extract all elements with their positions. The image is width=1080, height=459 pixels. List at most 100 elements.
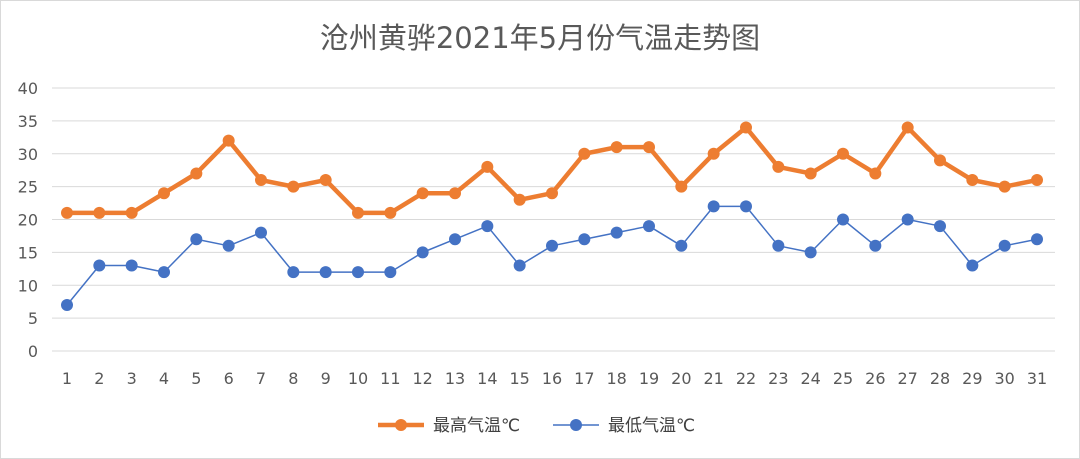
legend-marker (570, 419, 582, 431)
x-tick-label: 17 (574, 369, 594, 388)
data-point (190, 233, 203, 246)
x-tick-label: 29 (962, 369, 982, 388)
x-tick-label: 10 (348, 369, 368, 388)
x-tick-label: 20 (671, 369, 691, 388)
data-point (158, 187, 170, 200)
data-point (190, 167, 203, 180)
x-tick-label: 7 (256, 369, 266, 388)
x-tick-label: 22 (736, 369, 756, 388)
data-point (707, 200, 720, 213)
data-point (578, 147, 591, 160)
x-tick-label: 23 (768, 369, 788, 388)
x-tick-label: 9 (321, 369, 331, 388)
series-group (61, 121, 1043, 311)
y-tick-label: 25 (18, 178, 38, 197)
data-point (998, 239, 1011, 252)
data-point (740, 200, 752, 213)
y-tick-label: 0 (28, 342, 38, 361)
data-point (384, 266, 397, 279)
data-point (837, 213, 849, 226)
legend-label: 最高气温℃ (433, 416, 520, 436)
y-axis-ticks: 0 5 10 15 20 25 30 35 40 (18, 79, 38, 361)
x-tick-label: 31 (1027, 369, 1047, 388)
data-point (352, 266, 364, 279)
x-tick-label: 27 (897, 369, 917, 388)
data-point (352, 206, 364, 219)
x-tick-label: 25 (833, 369, 853, 388)
data-point (643, 141, 655, 154)
x-tick-label: 3 (127, 369, 137, 388)
data-point (901, 121, 914, 134)
x-tick-label: 16 (542, 369, 562, 388)
x-tick-label: 21 (703, 369, 723, 388)
y-tick-label: 40 (18, 79, 38, 98)
data-point (449, 233, 461, 246)
data-point (449, 187, 461, 200)
x-tick-label: 28 (930, 369, 950, 388)
legend: 最高气温℃ 最低气温℃ (378, 416, 695, 436)
data-point (416, 187, 429, 200)
data-point (578, 233, 591, 246)
data-point (319, 266, 332, 279)
x-tick-label: 11 (380, 369, 400, 388)
series-line (67, 125, 1038, 216)
data-point (125, 259, 138, 272)
legend-item: 最高气温℃ (378, 416, 520, 436)
data-point (934, 154, 946, 167)
data-point (804, 167, 817, 180)
data-point (546, 187, 558, 200)
data-point (1031, 174, 1043, 187)
y-tick-label: 35 (18, 112, 38, 131)
data-point (675, 180, 688, 193)
data-point (481, 160, 494, 173)
x-tick-label: 2 (94, 369, 104, 388)
y-tick-label: 15 (18, 243, 38, 262)
data-point (222, 134, 235, 147)
data-point (319, 174, 332, 187)
data-point (513, 259, 526, 272)
data-point (255, 174, 267, 187)
gridlines (52, 87, 1055, 352)
x-tick-label: 18 (606, 369, 626, 388)
data-point (416, 246, 429, 259)
x-tick-label: 19 (639, 369, 659, 388)
data-point (998, 180, 1011, 193)
data-point (384, 206, 397, 219)
data-point (481, 220, 494, 233)
x-tick-label: 30 (994, 369, 1014, 388)
data-point (837, 147, 849, 160)
data-point (643, 220, 655, 233)
data-point (546, 239, 558, 252)
x-tick-label: 6 (224, 369, 234, 388)
y-tick-label: 30 (18, 145, 38, 164)
x-tick-label: 14 (477, 369, 497, 388)
x-tick-label: 4 (159, 369, 169, 388)
series-0 (61, 121, 1043, 219)
y-tick-label: 10 (18, 276, 38, 295)
data-point (93, 206, 106, 219)
x-tick-label: 5 (191, 369, 201, 388)
data-point (222, 239, 235, 252)
data-point (125, 206, 138, 219)
x-tick-label: 13 (445, 369, 465, 388)
data-point (93, 259, 106, 272)
data-point (772, 239, 785, 252)
legend-item: 最低气温℃ (553, 416, 695, 436)
data-point (610, 226, 623, 239)
data-point (869, 239, 882, 252)
data-point (740, 121, 752, 134)
data-point (61, 298, 73, 311)
data-point (61, 206, 73, 219)
data-point (869, 167, 882, 180)
chart-title: 沧州黄骅2021年5月份气温走势图 (320, 21, 760, 55)
x-axis-ticks: 1 2 3 4 5 6 7 8 9 10 11 12 13 14 15 16 17 18 19 20 21 22 23 24 2… (62, 369, 1047, 388)
data-point (901, 213, 914, 226)
x-tick-label: 12 (412, 369, 432, 388)
legend-label: 最低气温℃ (608, 416, 695, 436)
data-point (1031, 233, 1043, 246)
data-point (966, 174, 979, 187)
x-tick-label: 26 (865, 369, 885, 388)
data-point (675, 239, 688, 252)
data-point (804, 246, 817, 259)
